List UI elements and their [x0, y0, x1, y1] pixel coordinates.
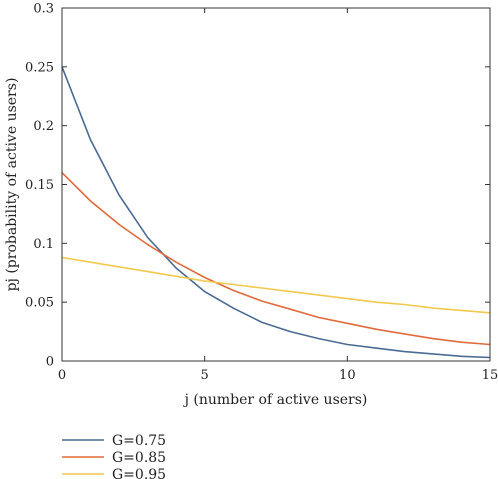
- legend-label: G=0.85: [112, 450, 166, 466]
- y-tick-label: 0: [46, 355, 54, 370]
- x-tick-label: 5: [201, 368, 209, 383]
- x-axis-label: j (number of active users): [183, 392, 368, 408]
- x-tick-label: 15: [482, 368, 498, 383]
- plot-area: 0 5 10 15 0 0.05 0.1 0.15 0.2 0.25 0.3: [25, 2, 498, 384]
- legend-label: G=0.75: [112, 433, 166, 449]
- x-tick-label: 10: [339, 368, 356, 383]
- legend-label: G=0.95: [112, 467, 166, 479]
- y-tick-label: 0.3: [33, 2, 54, 17]
- series-line-3: [61, 256, 491, 314]
- y-tick-label: 0.2: [33, 119, 54, 134]
- y-axis-label: pj (probability of active users): [4, 78, 20, 292]
- legend: G=0.75G=0.85G=0.95: [62, 433, 166, 479]
- series-line-1: [61, 66, 491, 359]
- series-line-2: [61, 172, 491, 346]
- x-tick-label: 0: [58, 368, 66, 383]
- y-tick-label: 0.1: [33, 237, 54, 252]
- y-tick-label: 0.05: [25, 296, 54, 311]
- y-tick-label: 0.15: [25, 178, 54, 193]
- y-tick-label: 0.25: [25, 60, 54, 75]
- plot-frame: [61, 7, 491, 362]
